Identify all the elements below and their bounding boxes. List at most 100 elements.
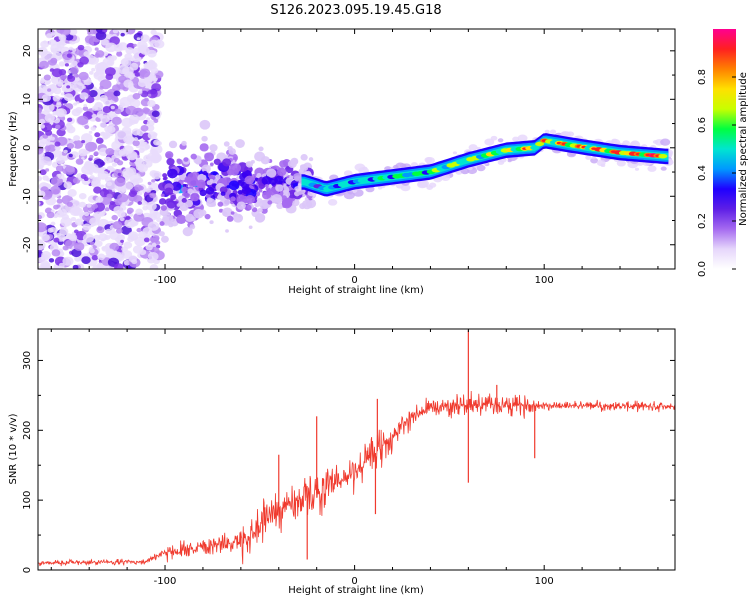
heatmap-cell xyxy=(104,125,113,133)
heatmap-cell xyxy=(104,234,111,241)
heatmap-cell xyxy=(95,31,107,41)
heatmap-cell xyxy=(134,236,146,247)
heatmap-cell xyxy=(137,165,144,171)
heatmap-cell xyxy=(201,164,211,174)
heatmap-cell xyxy=(289,200,293,204)
heatmap-cell xyxy=(484,138,495,146)
heatmap-cell xyxy=(99,122,107,128)
heatmap-cell xyxy=(161,235,169,243)
heatmap-cell xyxy=(99,85,104,90)
heatmap-cell xyxy=(156,141,162,146)
heatmap-cell xyxy=(113,90,121,97)
heatmap-cell xyxy=(300,164,305,169)
heatmap-cell xyxy=(139,68,151,78)
heatmap-cell xyxy=(122,167,134,178)
heatmap-cell xyxy=(89,217,100,226)
heatmap-cell xyxy=(185,213,195,223)
heatmap-cell xyxy=(232,156,237,161)
heatmap-cell xyxy=(72,264,79,269)
heatmap-cell xyxy=(452,151,458,155)
heatmap-cell xyxy=(115,129,127,140)
heatmap-cell xyxy=(159,221,165,226)
heatmap-cell xyxy=(149,192,157,199)
heatmap-cell xyxy=(38,175,43,182)
heatmap-cell xyxy=(219,186,228,194)
heatmap-cell xyxy=(115,228,123,234)
heatmap-cell xyxy=(256,173,262,178)
heatmap-cell xyxy=(59,227,69,236)
snr-frame xyxy=(37,328,676,571)
heatmap-cell xyxy=(53,204,59,210)
heatmap-cell xyxy=(561,131,567,136)
heatmap-cell xyxy=(50,221,56,226)
heatmap-cell xyxy=(170,194,177,201)
heatmap-cell xyxy=(181,140,187,146)
heatmap-cell xyxy=(51,124,57,129)
heatmap-cell xyxy=(70,60,78,67)
heatmap-cell xyxy=(289,175,294,179)
heatmap-cell xyxy=(137,90,143,94)
heatmap-cell xyxy=(124,218,136,228)
heatmap-cell xyxy=(202,170,208,176)
heatmap-cell xyxy=(119,96,132,107)
heatmap-cell xyxy=(104,67,116,77)
heatmap-cell xyxy=(68,199,81,210)
heatmap-cell xyxy=(75,158,84,165)
heatmap-cell xyxy=(112,221,123,230)
heatmap-cell xyxy=(83,177,89,182)
heatmap-cell xyxy=(167,168,178,179)
heatmap-cell xyxy=(151,170,162,180)
heatmap-cell xyxy=(512,136,520,142)
heatmap-cell xyxy=(143,237,150,243)
heatmap-cell xyxy=(209,144,218,152)
heatmap-cell xyxy=(63,181,73,189)
heatmap-cell xyxy=(235,139,245,148)
snr-y-tick-label: 100 xyxy=(22,491,33,510)
heatmap-cell xyxy=(55,210,65,218)
heatmap-cell xyxy=(217,201,224,207)
heatmap-cell xyxy=(53,237,60,243)
heatmap-cell xyxy=(147,93,152,97)
heatmap-cell xyxy=(78,201,87,208)
heatmap-cell xyxy=(91,177,100,185)
heatmap-cell xyxy=(300,154,308,161)
heatmap-cell xyxy=(226,215,234,222)
heatmap-plot-area xyxy=(38,29,674,269)
heatmap-cell xyxy=(142,141,148,147)
colorbar-tick-label: 0.8 xyxy=(697,69,708,85)
heatmap-cell xyxy=(90,126,97,131)
heatmap-y-tick-label: 20 xyxy=(22,44,33,57)
heatmap-cell xyxy=(168,140,178,149)
heatmap-cell xyxy=(125,105,137,116)
heatmap-cell xyxy=(94,240,103,247)
heatmap-cell xyxy=(98,212,105,217)
heatmap-cell xyxy=(138,249,147,256)
heatmap-cell xyxy=(147,251,159,261)
heatmap-cell xyxy=(55,165,64,172)
heatmap-cell xyxy=(128,231,139,241)
heatmap-cell xyxy=(123,259,131,266)
heatmap-cell xyxy=(630,140,640,147)
heatmap-cell xyxy=(134,72,141,77)
heatmap-cell xyxy=(81,139,86,144)
heatmap-cell xyxy=(230,211,235,215)
heatmap-cell xyxy=(497,138,504,143)
snr-y-axis-label: SNR (10 * v/v) xyxy=(8,413,19,484)
heatmap-cell xyxy=(63,149,68,154)
heatmap-x-axis-label: Height of straight line (km) xyxy=(288,285,424,296)
heatmap-cell xyxy=(544,129,550,134)
heatmap-cell xyxy=(56,198,63,204)
heatmap-cell xyxy=(58,34,67,41)
heatmap-cell xyxy=(119,217,125,222)
heatmap-cell xyxy=(259,199,270,210)
heatmap-cell xyxy=(476,164,486,172)
heatmap-cell xyxy=(38,164,44,170)
chart-title: S126.2023.095.19.45.G18 xyxy=(270,3,441,18)
heatmap-cell xyxy=(52,188,60,195)
heatmap-cell xyxy=(133,43,137,47)
heatmap-cell xyxy=(78,192,87,200)
heatmap-cell xyxy=(111,162,117,167)
heatmap-cell xyxy=(110,105,115,110)
heatmap-cell xyxy=(89,154,94,159)
heatmap-cell xyxy=(105,228,112,235)
